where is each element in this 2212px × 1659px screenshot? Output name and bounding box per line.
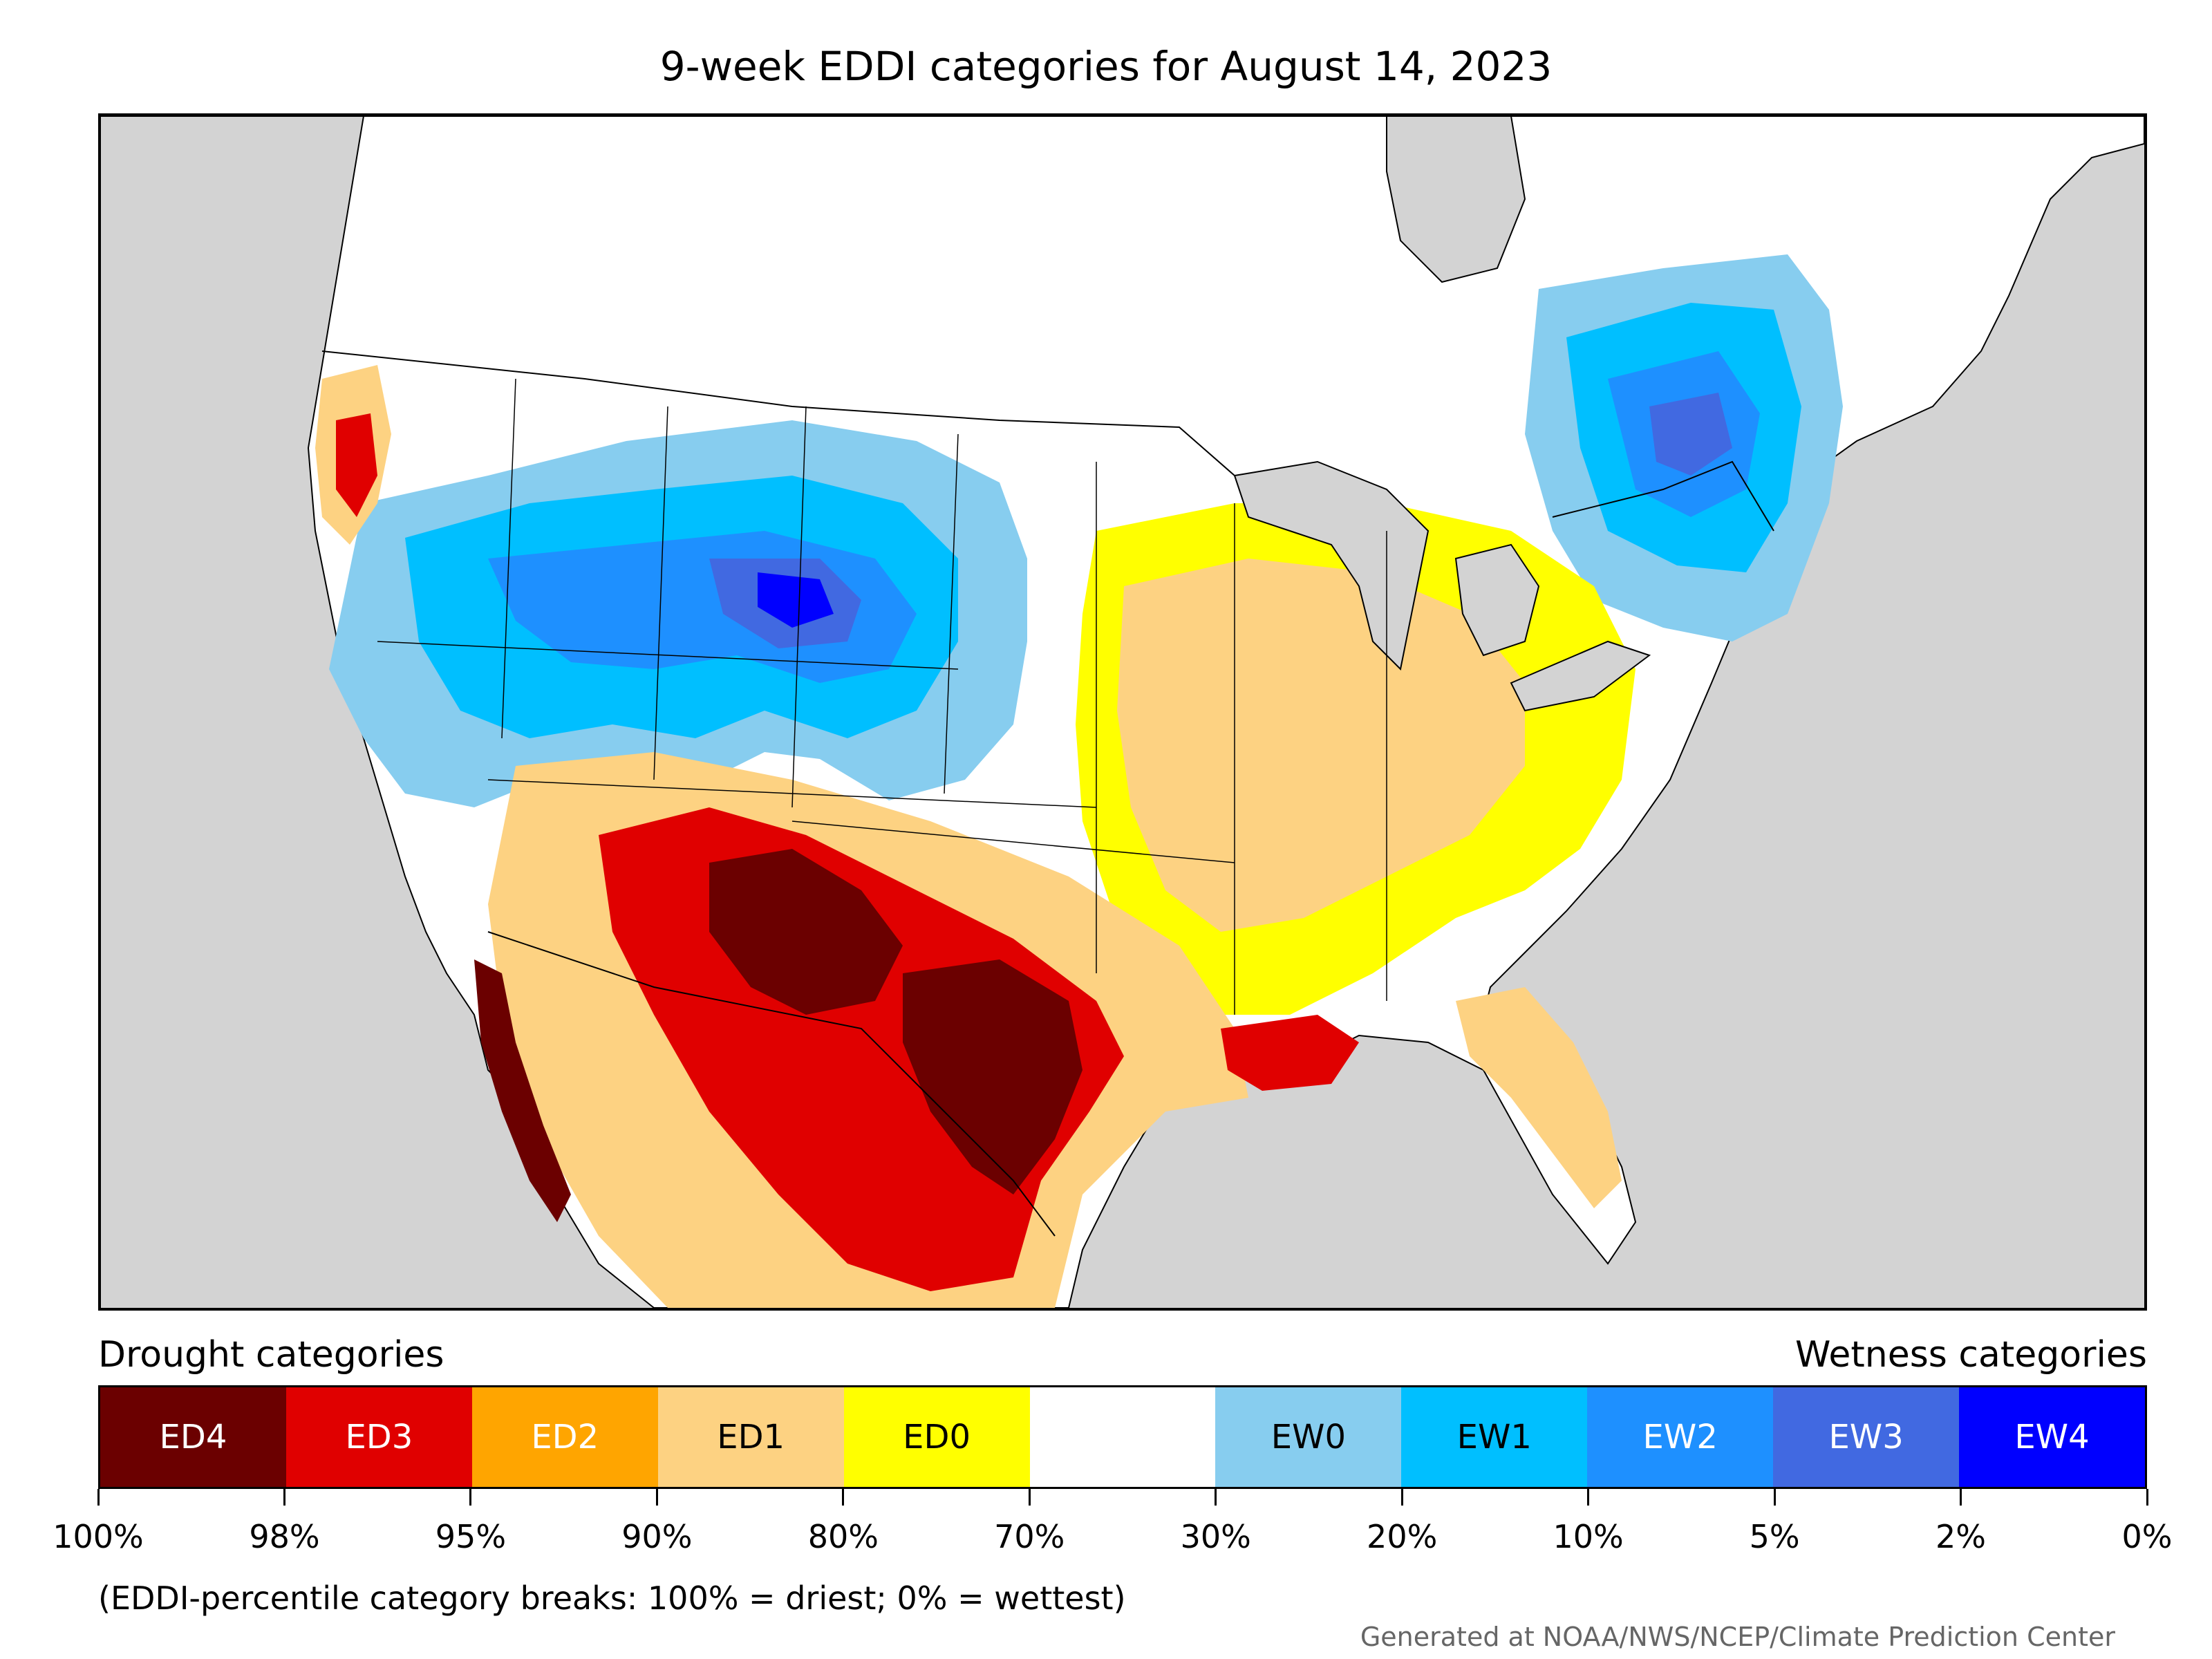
us-canada-border (321, 350, 1774, 532)
dry-region-pnw-ed3 (336, 413, 377, 517)
colorbar-tick (283, 1489, 285, 1506)
colorbar-tick (1215, 1489, 1217, 1506)
colorbar-tick-label: 2% (1936, 1518, 1987, 1555)
colorbar-ticks (97, 1489, 2148, 1510)
colorbar-cell-ed4: ED4 (100, 1387, 286, 1487)
colorbar-tick (655, 1489, 658, 1506)
colorbar-cell-ew0: EW0 (1215, 1387, 1402, 1487)
colorbar-tick (842, 1489, 845, 1506)
colorbar-tick-label: 0% (2121, 1518, 2173, 1555)
colorbar-tick-label: 10% (1553, 1518, 1624, 1555)
category-breaks-note: (EDDI-percentile category breaks: 100% =… (98, 1580, 1126, 1617)
colorbar-cell-ed0: ED0 (843, 1387, 1030, 1487)
eddi-map (98, 113, 2147, 1311)
colorbar-tick-label: 5% (1749, 1518, 1800, 1555)
colorbar-tick-label: 90% (621, 1518, 693, 1555)
colorbar-tick (1773, 1489, 1776, 1506)
map-canvas (101, 116, 2144, 1308)
colorbar-tick-label: 30% (1180, 1518, 1251, 1555)
colorbar-tick (469, 1489, 472, 1506)
us-mexico-border (487, 931, 1056, 1237)
colorbar-cell-neutral (1029, 1387, 1216, 1487)
drought-categories-heading: Drought categories (98, 1334, 444, 1376)
colorbar-tick-label: 70% (994, 1518, 1065, 1555)
state-lines (377, 378, 1387, 1015)
dry-region-sw-ed4 (709, 849, 903, 1015)
colorbar-cell-ew2: EW2 (1587, 1387, 1774, 1487)
dry-region-tx-ed4 (903, 959, 1082, 1194)
colorbar-tick (1960, 1489, 1962, 1506)
colorbar-tick (1400, 1489, 1403, 1506)
colorbar-tick-label: 98% (249, 1518, 320, 1555)
colorbar-tick (1587, 1489, 1590, 1506)
colorbar-cell-ed3: ED3 (285, 1387, 472, 1487)
colorbar-tick (97, 1489, 100, 1506)
dry-region-baja-ed4 (474, 959, 571, 1222)
colorbar-tick-label: 100% (53, 1518, 144, 1555)
colorbar-cell-ed2: ED2 (471, 1387, 658, 1487)
colorbar-tick-label: 95% (435, 1518, 507, 1555)
colorbar-tick-label: 20% (1367, 1518, 1438, 1555)
category-colorbar: ED4 ED3 ED2 ED1 ED0 EW0 EW1 EW2 EW3 EW4 (98, 1385, 2147, 1489)
colorbar-cell-ew3: EW3 (1773, 1387, 1960, 1487)
dry-region-fl-ed1 (1456, 987, 1622, 1208)
colorbar-tick (1028, 1489, 1031, 1506)
colorbar-tick-label: 80% (807, 1518, 879, 1555)
wet-region-east-ew3 (1649, 393, 1732, 476)
map-title: 9-week EDDI categories for August 14, 20… (659, 43, 1553, 90)
dry-region-la-ed3 (1221, 1015, 1359, 1091)
great-lakes (1233, 460, 1651, 712)
hudson-bay (1386, 116, 1526, 283)
wetness-categories-heading: Wetness categories (1795, 1334, 2147, 1376)
dry-region-midwest-ed1 (1117, 559, 1525, 932)
credit-line: Generated at NOAA/NWS/NCEP/Climate Predi… (1360, 1622, 2115, 1652)
colorbar-cell-ed1: ED1 (657, 1387, 844, 1487)
colorbar-cell-ew4: EW4 (1959, 1387, 2145, 1487)
colorbar-tick (2146, 1489, 2148, 1506)
colorbar-cell-ew1: EW1 (1401, 1387, 1588, 1487)
wet-region-ew4 (758, 572, 834, 628)
